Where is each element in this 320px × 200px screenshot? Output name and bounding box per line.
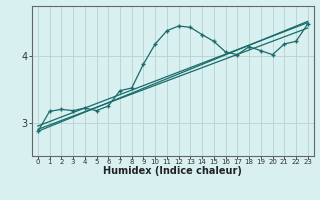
X-axis label: Humidex (Indice chaleur): Humidex (Indice chaleur) [103,166,242,176]
